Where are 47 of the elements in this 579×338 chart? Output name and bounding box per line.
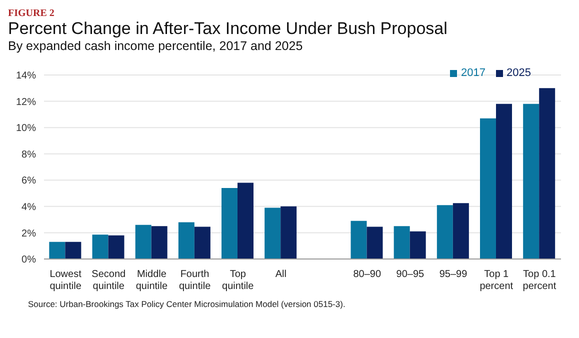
bar	[452, 203, 469, 259]
x-tick-label: 80–90	[353, 269, 382, 280]
bar	[394, 226, 410, 259]
x-tick-label: Lowest quintile	[50, 269, 82, 292]
bar	[280, 206, 297, 259]
bar	[480, 118, 496, 259]
x-tick-label: Middle quintile	[136, 269, 168, 292]
caption: FIGURE 2	[8, 8, 56, 19]
bar	[151, 226, 168, 259]
x-tick-label: 90–95	[396, 269, 425, 280]
bar	[366, 226, 383, 259]
chart-subtitle: By expanded cash income percentile, 2017 and 2025	[8, 39, 304, 53]
bar	[135, 224, 152, 259]
bar	[222, 188, 238, 259]
bar	[436, 205, 453, 259]
y-tick-label: 0%	[22, 254, 36, 266]
y-tick-label: 10%	[16, 123, 36, 134]
bar	[238, 182, 254, 259]
x-tick-label: Second quintile	[92, 269, 126, 292]
chart-title: Percent Change in After-Tax Income Under Bush Proposal	[8, 19, 448, 39]
bar	[65, 242, 82, 259]
bar	[178, 222, 194, 259]
legend-label: 2017	[461, 67, 486, 79]
y-tick-label: 12%	[16, 96, 36, 108]
x-tick-label: Top 0.1 percent	[522, 269, 556, 292]
bar	[264, 208, 281, 259]
y-tick-label: 2%	[22, 228, 36, 240]
y-tick-label: 4%	[22, 202, 36, 213]
y-tick-label: 8%	[22, 149, 36, 160]
bar	[108, 235, 124, 259]
x-tick-label: All	[275, 269, 287, 280]
y-tick-label: 6%	[22, 176, 36, 187]
bar	[92, 234, 108, 259]
y-tick-label: 14%	[16, 70, 36, 82]
x-tick-label: 95–99	[439, 269, 468, 280]
x-tick-label: Top quintile	[222, 269, 254, 292]
bar	[496, 104, 512, 259]
legend-label: 2025	[506, 67, 531, 79]
bar	[194, 226, 210, 259]
bar	[523, 104, 540, 259]
x-tick-label: Fourth quintile	[178, 269, 212, 292]
bar	[410, 231, 426, 259]
x-tick-label: Top 1 percent	[480, 269, 514, 292]
bar	[49, 242, 66, 259]
bar	[350, 220, 367, 259]
bar	[539, 88, 556, 259]
source-note: Source: Urban-Brookings Tax Policy Center Microsimulation Model (version 0515-3).	[28, 299, 346, 309]
